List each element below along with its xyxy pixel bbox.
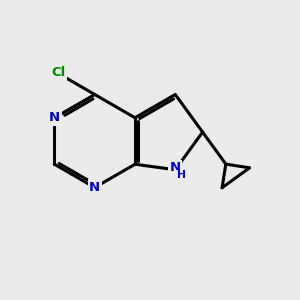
Text: Cl: Cl xyxy=(51,66,66,79)
Text: N: N xyxy=(89,181,100,194)
Text: N: N xyxy=(170,161,181,174)
Text: H: H xyxy=(177,170,186,180)
Text: N: N xyxy=(49,111,60,124)
